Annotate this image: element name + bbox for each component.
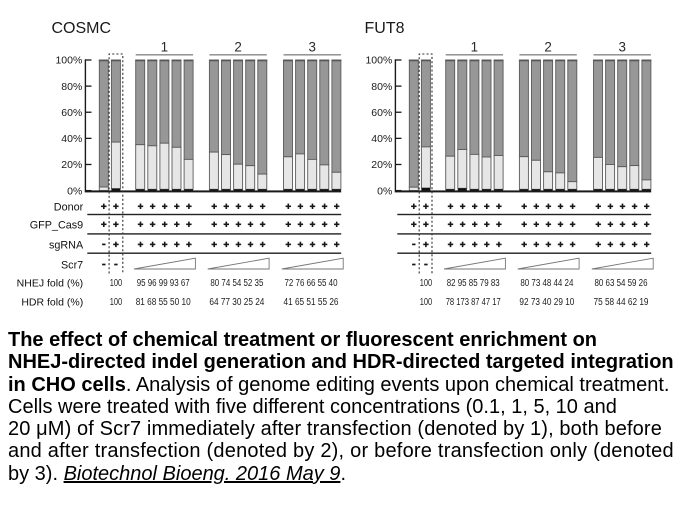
svg-text:COSMC: COSMC <box>52 20 112 37</box>
svg-text:72 76 66 55 40: 72 76 66 55 40 <box>285 278 338 289</box>
svg-text:20%: 20% <box>61 159 82 171</box>
svg-text:64 77 30 25 24: 64 77 30 25 24 <box>209 297 264 308</box>
svg-text:1: 1 <box>471 40 478 55</box>
svg-text:81 68 55 50 10: 81 68 55 50 10 <box>136 297 191 308</box>
svg-text:60%: 60% <box>61 107 82 119</box>
svg-text:100: 100 <box>110 297 123 308</box>
svg-text:41 65 51 55 26: 41 65 51 55 26 <box>284 297 339 308</box>
svg-text:2: 2 <box>234 40 241 55</box>
svg-text:3: 3 <box>618 40 625 55</box>
svg-text:100%: 100% <box>365 55 392 67</box>
svg-text:0%: 0% <box>377 185 392 197</box>
svg-text:0%: 0% <box>67 185 82 197</box>
svg-text:100%: 100% <box>55 55 82 67</box>
svg-text:1: 1 <box>161 40 168 55</box>
svg-text:40%: 40% <box>61 133 82 145</box>
svg-text:3: 3 <box>308 40 315 55</box>
svg-text:78 173 87 47 17: 78 173 87 47 17 <box>446 297 501 308</box>
svg-text:60%: 60% <box>371 107 392 119</box>
svg-text:92 73 40 29 10: 92 73 40 29 10 <box>519 297 574 308</box>
svg-text:80 73 48 44 24: 80 73 48 44 24 <box>520 278 573 289</box>
svg-text:80 63 54 59 26: 80 63 54 59 26 <box>595 278 648 289</box>
svg-text:82 95 85 79 83: 82 95 85 79 83 <box>447 278 500 289</box>
svg-text:NHEJ fold (%): NHEJ fold (%) <box>17 277 84 289</box>
svg-text:95 96 99 93 67: 95 96 99 93 67 <box>137 278 190 289</box>
svg-text:100: 100 <box>420 297 433 308</box>
svg-text:100: 100 <box>110 278 123 289</box>
svg-text:GFP_Cas9: GFP_Cas9 <box>30 220 83 232</box>
svg-text:2: 2 <box>544 40 551 55</box>
svg-text:100: 100 <box>420 278 433 289</box>
svg-text:40%: 40% <box>371 133 392 145</box>
svg-text:FUT8: FUT8 <box>365 20 405 37</box>
svg-text:20%: 20% <box>371 159 392 171</box>
svg-text:80%: 80% <box>61 81 82 93</box>
svg-text:Scr7: Scr7 <box>61 260 83 272</box>
svg-text:80%: 80% <box>371 81 392 93</box>
svg-text:80 74 54 52 35: 80 74 54 52 35 <box>210 278 263 289</box>
svg-text:sgRNA: sgRNA <box>49 240 84 252</box>
svg-text:75 58 44 62 19: 75 58 44 62 19 <box>594 297 649 308</box>
svg-text:Donor: Donor <box>54 202 84 214</box>
svg-text:HDR fold (%): HDR fold (%) <box>21 296 83 308</box>
